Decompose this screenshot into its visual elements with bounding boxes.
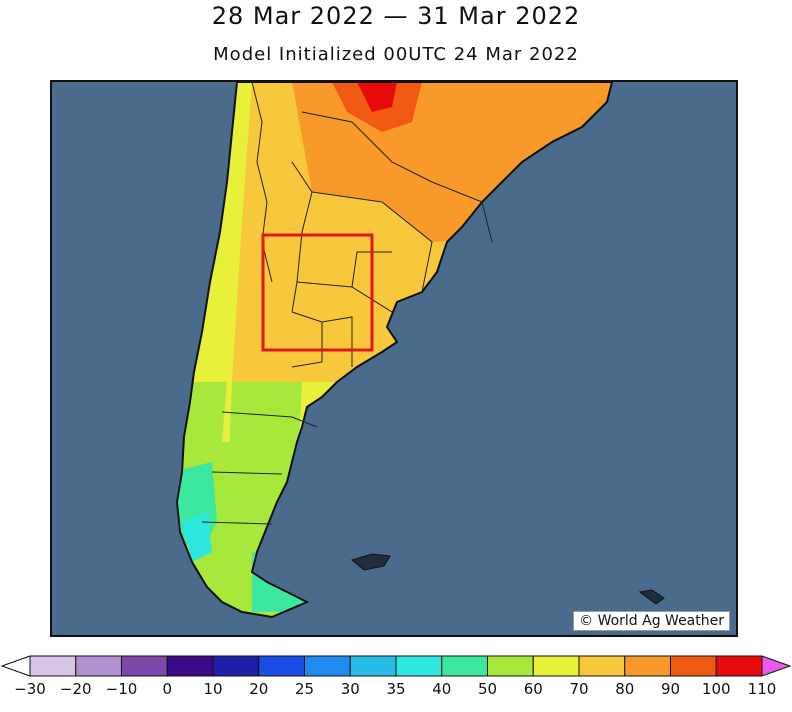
colorbar-tick-label: −30	[14, 680, 46, 698]
colorbar-tick-label: −20	[59, 680, 92, 698]
colorbar-tick-label: 20	[249, 680, 269, 698]
colorbar-tick-label: 100	[701, 680, 731, 698]
highlight-box	[261, 233, 374, 352]
colorbar-swatch	[349, 655, 397, 677]
province-borders	[201, 82, 493, 525]
colorbar	[0, 655, 792, 677]
colorbar-low-extension	[0, 655, 31, 677]
colorbar-swatch	[304, 655, 351, 677]
colorbar-high-extension	[761, 655, 792, 677]
colorbar-swatch	[715, 655, 763, 677]
colorbar-swatch	[624, 655, 671, 677]
colorbar-swatch	[75, 655, 122, 677]
map-canvas	[52, 82, 736, 635]
colorbar-swatch	[29, 655, 77, 677]
colorbar-swatch	[441, 655, 488, 677]
colorbar-swatch	[395, 655, 443, 677]
credit-badge: © World Ag Weather	[573, 611, 730, 631]
colorbar-tick-label: −10	[105, 680, 138, 698]
colorbar-tick-label: 35	[386, 680, 406, 698]
forecast-map: © World Ag Weather	[50, 80, 738, 637]
colorbar-tick-label: 25	[294, 680, 315, 698]
map-title: 28 Mar 2022 — 31 Mar 2022	[211, 2, 581, 30]
copyright-icon: ©	[579, 613, 594, 629]
colorbar-tick-label: 60	[523, 680, 543, 698]
colorbar-swatch	[578, 655, 626, 677]
colorbar-swatch	[258, 655, 305, 677]
colorbar-tick-label: 80	[615, 680, 635, 698]
colorbar-swatch	[121, 655, 168, 677]
colorbar-swatch	[212, 655, 260, 677]
colorbar-tick-label: 40	[432, 680, 452, 698]
map-subtitle: Model Initialized 00UTC 24 Mar 2022	[213, 44, 579, 65]
colorbar-tick-label: 50	[477, 680, 498, 698]
credit-text: World Ag Weather	[597, 613, 724, 629]
colorbar-tick-label: 110	[747, 680, 777, 698]
colorbar-swatch	[670, 655, 717, 677]
colorbar-tick-label: 90	[660, 680, 681, 698]
colorbar-tick-label: 0	[162, 680, 173, 698]
colorbar-tick-label: 10	[203, 680, 223, 698]
south-georgia-island	[638, 589, 665, 605]
colorbar-swatch	[487, 655, 534, 677]
colorbar-tick-label: 70	[569, 680, 589, 698]
colorbar-tick-label: 30	[340, 680, 360, 698]
colorbar-swatch	[532, 655, 580, 677]
falkland-islands	[350, 553, 391, 571]
colorbar-swatch	[166, 655, 214, 677]
